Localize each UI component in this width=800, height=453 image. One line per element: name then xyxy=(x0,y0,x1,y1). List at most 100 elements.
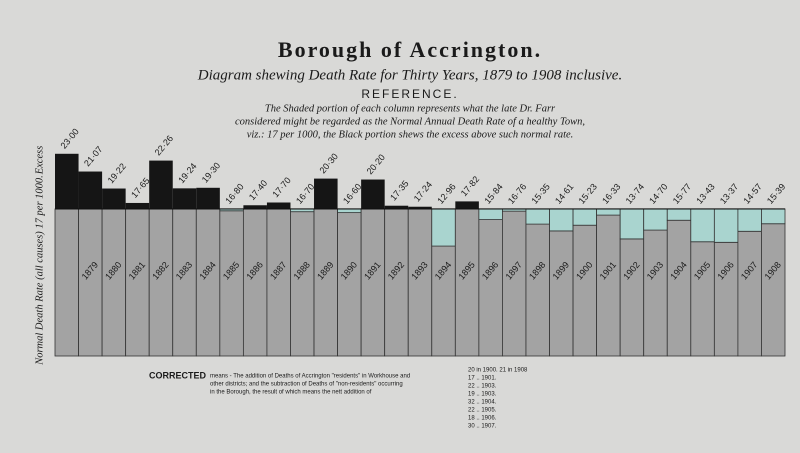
reference-line: considered might be regarded as the Norm… xyxy=(235,116,585,127)
excess-bar xyxy=(314,178,338,209)
y-axis-label: Normal Death Rate (all causes) 17 per 10… xyxy=(34,175,45,366)
normal-portion xyxy=(407,208,433,357)
value-label: 20·30 xyxy=(317,151,339,175)
value-label: 19·24 xyxy=(176,161,198,185)
deficit-bar xyxy=(666,208,692,221)
value-label: 16·76 xyxy=(506,182,528,206)
value-label: 15·84 xyxy=(482,182,504,206)
value-label: 17·70 xyxy=(270,175,292,199)
normal-portion xyxy=(713,241,739,357)
normal-portion xyxy=(596,214,621,357)
normal-portion xyxy=(172,208,197,357)
normal-portion xyxy=(148,208,174,357)
excess-bar xyxy=(172,188,197,209)
excess-bar xyxy=(361,179,385,209)
corrected-item: 18 .. 1906. xyxy=(468,416,497,422)
deficit-bar xyxy=(761,208,786,225)
deficit-bar xyxy=(525,208,550,225)
value-label: 16·60 xyxy=(341,182,363,206)
value-label: 17·35 xyxy=(388,178,410,202)
excess-bar xyxy=(78,171,103,209)
normal-portion xyxy=(737,230,762,357)
excess-bar xyxy=(196,187,220,209)
normal-portion xyxy=(219,210,244,357)
chart-title: Borough of Accrington. xyxy=(278,37,542,62)
excess-bar xyxy=(102,188,126,209)
value-label: 19·22 xyxy=(106,161,128,185)
corrected-item: 22 .. 1903. xyxy=(468,384,497,390)
normal-portion xyxy=(643,229,668,357)
normal-portion xyxy=(690,241,715,357)
value-label: 14·61 xyxy=(553,182,575,206)
value-label: 21·07 xyxy=(82,144,104,168)
value-label: 15·35 xyxy=(529,182,551,206)
deficit-bar xyxy=(431,208,456,247)
normal-portion xyxy=(54,208,79,357)
corrected-note: means - The addition of Deaths of Accrin… xyxy=(210,374,410,380)
corrected-note: in the Borough, the result of which mean… xyxy=(210,390,372,396)
value-label: 14·57 xyxy=(741,182,763,206)
value-label: 14·70 xyxy=(647,182,669,206)
value-label: 17·24 xyxy=(412,179,434,203)
normal-portion xyxy=(454,208,480,357)
excess-bar xyxy=(149,160,173,209)
deficit-bar xyxy=(478,208,503,220)
corrected-item: 22 .. 1905. xyxy=(468,408,497,414)
value-label: 22·26 xyxy=(153,133,175,157)
normal-portion xyxy=(666,219,692,357)
chart-subtitle: Diagram shewing Death Rate for Thirty Ye… xyxy=(197,67,622,83)
reference-line: viz.: 17 per 1000, the Black portion she… xyxy=(247,129,574,140)
excess-bar xyxy=(384,205,409,209)
normal-portion xyxy=(384,208,409,357)
corrected-note: other districts; and the subtraction of … xyxy=(210,382,403,388)
value-label: 16·80 xyxy=(223,182,245,206)
normal-portion xyxy=(242,208,268,357)
normal-portion xyxy=(313,208,338,357)
value-label: 17·82 xyxy=(459,174,481,198)
corrected-item: 17 .. 1901. xyxy=(468,376,497,382)
value-label: 20·20 xyxy=(365,152,387,176)
corrected-item: 30 .. 1907. xyxy=(468,424,497,430)
value-label: 13·37 xyxy=(718,182,740,206)
normal-portion xyxy=(195,208,221,357)
value-label: 15·77 xyxy=(671,182,693,206)
reference-heading: REFERENCE. xyxy=(361,87,458,101)
value-label: 12·96 xyxy=(435,182,457,206)
normal-portion xyxy=(337,212,362,357)
corrected-heading: CORRECTED xyxy=(149,370,207,380)
corrected-item: 19 .. 1903. xyxy=(468,392,497,398)
value-label: 15·23 xyxy=(577,182,599,206)
normal-portion xyxy=(761,223,786,357)
deficit-bar xyxy=(713,208,739,243)
corrected-item: 32 .. 1904. xyxy=(468,400,497,406)
value-label: 19·30 xyxy=(200,161,222,185)
deficit-bar xyxy=(596,208,621,216)
value-label: 17·40 xyxy=(247,178,269,202)
value-label: 13·74 xyxy=(624,182,646,206)
normal-portion xyxy=(572,224,598,357)
excess-label: Excess xyxy=(34,146,45,176)
value-label: 13·43 xyxy=(694,182,716,206)
normal-portion xyxy=(619,238,645,357)
reference-line: The Shaded portion of each column repres… xyxy=(265,103,556,114)
excess-bar xyxy=(55,153,79,209)
excess-bar xyxy=(266,202,291,209)
normal-portion xyxy=(549,230,574,357)
value-label: 17·65 xyxy=(129,176,151,200)
corrected-item: 20 in 1900. 21 in 1908 xyxy=(468,368,528,374)
value-label: 23·00 xyxy=(58,127,80,151)
deficit-bar xyxy=(572,208,598,226)
value-label: 16·33 xyxy=(600,182,622,206)
deficit-bar xyxy=(643,208,668,231)
deficit-bar xyxy=(549,208,574,232)
excess-bar xyxy=(408,206,432,209)
excess-bar xyxy=(455,201,479,209)
normal-portion xyxy=(360,208,386,357)
deficit-bar xyxy=(737,208,762,232)
deficit-bar xyxy=(690,208,715,243)
normal-portion xyxy=(478,219,503,357)
deficit-bar xyxy=(619,208,645,240)
value-label: 15·39 xyxy=(765,182,787,206)
normal-portion xyxy=(125,208,150,357)
normal-portion xyxy=(525,223,550,357)
